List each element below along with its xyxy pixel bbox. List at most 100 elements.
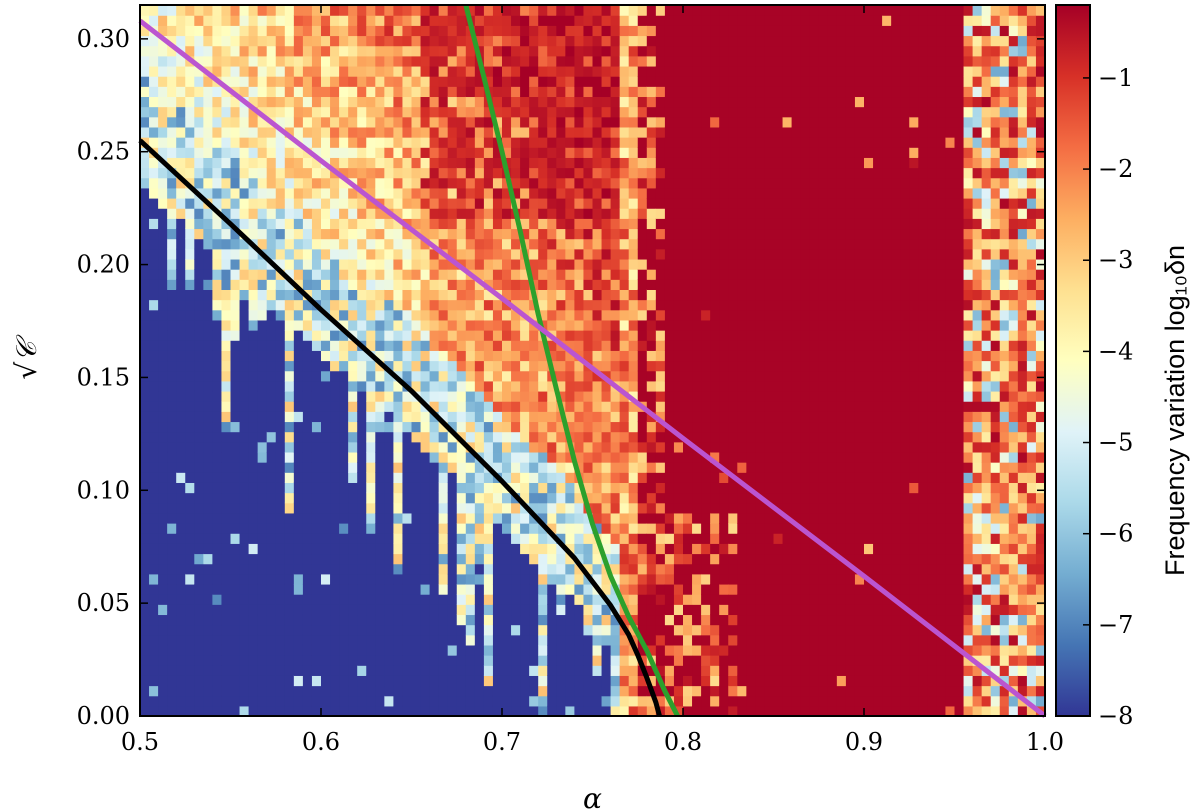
heatmap-cell bbox=[764, 269, 775, 280]
heatmap-cell bbox=[402, 35, 413, 47]
heatmap-cell bbox=[311, 45, 322, 57]
heatmap-cell bbox=[375, 76, 385, 87]
heatmap-cell bbox=[311, 502, 322, 514]
heatmap-cell bbox=[728, 279, 738, 290]
heatmap-cell bbox=[538, 451, 548, 463]
heatmap-cell bbox=[502, 55, 512, 67]
heatmap-cell bbox=[673, 573, 684, 585]
heatmap-cell bbox=[737, 309, 747, 321]
heatmap-cell bbox=[710, 472, 720, 483]
heatmap-cell bbox=[257, 441, 268, 453]
heatmap-cell bbox=[348, 279, 358, 290]
heatmap-cell bbox=[447, 604, 458, 616]
heatmap-cell bbox=[547, 309, 557, 321]
heatmap-cell bbox=[511, 675, 521, 687]
heatmap-cell bbox=[637, 106, 648, 118]
heatmap-cell bbox=[302, 208, 313, 219]
heatmap-cell bbox=[637, 350, 648, 362]
heatmap-cell bbox=[764, 116, 775, 128]
heatmap-cell bbox=[194, 604, 204, 616]
heatmap-cell bbox=[293, 319, 304, 331]
heatmap-cell bbox=[266, 665, 277, 676]
heatmap-cell bbox=[456, 187, 467, 199]
heatmap-cell bbox=[692, 492, 702, 504]
heatmap-cell bbox=[502, 197, 512, 209]
heatmap-cell bbox=[646, 553, 657, 565]
heatmap-cell bbox=[266, 523, 277, 534]
heatmap-cell bbox=[212, 137, 223, 148]
heatmap-cell bbox=[502, 512, 512, 524]
heatmap-cell bbox=[302, 25, 313, 37]
heatmap-cell bbox=[393, 685, 404, 697]
heatmap-cell bbox=[275, 279, 286, 290]
heatmap-cell bbox=[212, 523, 223, 534]
heatmap-cell bbox=[556, 421, 566, 433]
heatmap-cell bbox=[366, 624, 376, 636]
heatmap-cell bbox=[692, 604, 702, 616]
heatmap-cell bbox=[212, 289, 223, 301]
heatmap-cell bbox=[592, 411, 603, 423]
heatmap-cell bbox=[348, 238, 358, 250]
heatmap-cell bbox=[655, 563, 666, 575]
heatmap-cell bbox=[330, 147, 340, 158]
heatmap-cell bbox=[375, 106, 385, 118]
heatmap-cell bbox=[574, 573, 585, 585]
heatmap-cell bbox=[330, 492, 340, 504]
heatmap-cell bbox=[330, 86, 340, 98]
heatmap-cell bbox=[402, 289, 413, 301]
heatmap-cell bbox=[239, 126, 250, 138]
heatmap-cell bbox=[194, 665, 204, 676]
heatmap-cell bbox=[692, 624, 702, 636]
heatmap-cell bbox=[538, 45, 548, 57]
heatmap-cell bbox=[601, 65, 612, 77]
heatmap-cell bbox=[547, 187, 557, 199]
heatmap-cell bbox=[447, 65, 458, 77]
heatmap-cell bbox=[692, 512, 702, 524]
heatmap-cell bbox=[637, 177, 648, 189]
heatmap-cell bbox=[384, 462, 394, 473]
heatmap-cell bbox=[293, 25, 304, 37]
heatmap-cell bbox=[755, 35, 766, 47]
heatmap-cell bbox=[420, 512, 431, 524]
heatmap-cell bbox=[502, 248, 512, 260]
heatmap-cell bbox=[728, 614, 738, 626]
heatmap-cell bbox=[492, 441, 503, 453]
heatmap-cell bbox=[728, 45, 738, 57]
heatmap-cell bbox=[221, 208, 232, 219]
heatmap-cell bbox=[592, 187, 603, 199]
heatmap-cell bbox=[601, 533, 612, 544]
heatmap-cell bbox=[565, 319, 575, 331]
heatmap-cell bbox=[538, 55, 548, 67]
heatmap-cell bbox=[492, 55, 503, 67]
heatmap-cell bbox=[538, 401, 548, 412]
heatmap-cell bbox=[565, 126, 575, 138]
heatmap-cell bbox=[520, 685, 530, 697]
heatmap-cell bbox=[321, 553, 331, 565]
heatmap-cell bbox=[402, 177, 413, 189]
heatmap-cell bbox=[520, 157, 530, 169]
heatmap-cell bbox=[411, 319, 422, 331]
heatmap-cell bbox=[502, 309, 512, 321]
heatmap-cell bbox=[574, 502, 585, 514]
heatmap-cell bbox=[185, 350, 195, 362]
heatmap-cell bbox=[230, 563, 241, 575]
heatmap-cell bbox=[773, 431, 784, 443]
heatmap-cell bbox=[266, 309, 277, 321]
heatmap-cell bbox=[257, 533, 268, 544]
heatmap-cell bbox=[311, 330, 322, 341]
heatmap-cell bbox=[212, 644, 223, 656]
heatmap-cell bbox=[683, 665, 693, 676]
heatmap-cell bbox=[673, 76, 684, 87]
heatmap-cell bbox=[646, 25, 657, 37]
heatmap-cell bbox=[610, 675, 621, 687]
heatmap-cell bbox=[601, 624, 612, 636]
heatmap-cell bbox=[447, 380, 458, 392]
heatmap-cell bbox=[149, 279, 159, 290]
heatmap-cell bbox=[384, 137, 394, 148]
heatmap-cell bbox=[194, 380, 204, 392]
heatmap-cell bbox=[339, 523, 349, 534]
heatmap-cell bbox=[411, 441, 422, 453]
heatmap-cell bbox=[692, 238, 702, 250]
heatmap-cell bbox=[203, 563, 213, 575]
heatmap-cell bbox=[384, 401, 394, 412]
